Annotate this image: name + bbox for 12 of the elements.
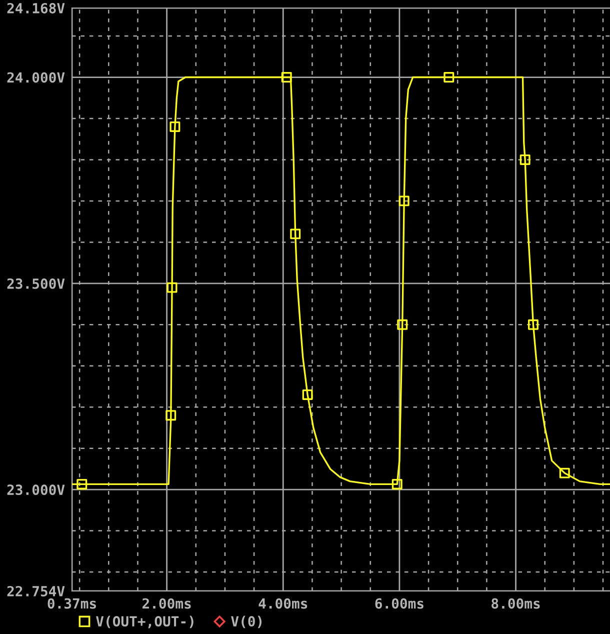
legend-label: V(0) bbox=[231, 616, 262, 628]
y-tick-label: 24.000V bbox=[7, 72, 65, 83]
x-tick-label: 6.00ms bbox=[375, 598, 424, 609]
x-tick-label: 8.00ms bbox=[492, 598, 540, 609]
y-tick-label: 22.754V bbox=[7, 586, 65, 596]
x-tick-label: 2.00ms bbox=[142, 598, 191, 609]
legend-label: V(OUT+,OUT-) bbox=[96, 616, 194, 628]
y-tick-label: 23.500V bbox=[7, 278, 65, 289]
y-tick-label: 24.168V bbox=[7, 2, 65, 14]
x-tick-label: 4.00ms bbox=[258, 598, 308, 609]
y-tick-label: 23.000V bbox=[7, 484, 65, 496]
x-tick-label: 0.37ms bbox=[48, 598, 96, 609]
